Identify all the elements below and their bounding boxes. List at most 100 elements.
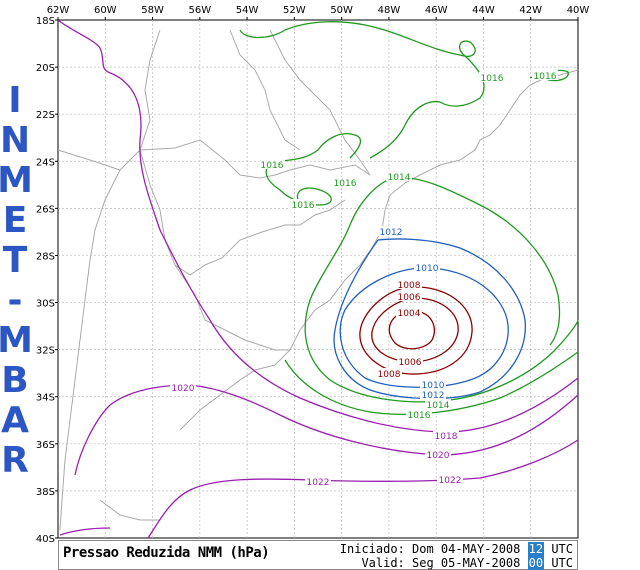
isobar-1004 bbox=[388, 311, 435, 350]
init-label: Iniciado: Dom 04-MAY-2008 bbox=[339, 542, 521, 556]
isobar-labels: 1004100610081008100610101010101210121014… bbox=[170, 70, 558, 488]
lat-tick-label: 32S bbox=[36, 346, 55, 357]
lon-tick-label: 42W bbox=[519, 5, 542, 16]
init-hour: 12 bbox=[527, 542, 545, 556]
lon-tick-label: 62W bbox=[47, 5, 70, 16]
isobar-label-bg bbox=[396, 291, 422, 301]
init-time: Iniciado: Dom 04-MAY-2008 12 UTC bbox=[340, 542, 573, 556]
isobar-label: 1014 bbox=[388, 173, 411, 183]
lon-tick-label: 46W bbox=[425, 5, 448, 16]
brand-letter: I bbox=[8, 80, 21, 121]
isobar-label: 1016 bbox=[481, 74, 504, 84]
isobar-label-bg bbox=[414, 262, 440, 272]
isobar-label: 1010 bbox=[422, 381, 445, 391]
isobar-1016-north bbox=[239, 21, 485, 159]
isobar-label-bg bbox=[406, 409, 432, 419]
isobar-label: 1016 bbox=[292, 201, 315, 211]
lat-tick-label: 24S bbox=[36, 157, 55, 168]
isobar-1010 bbox=[339, 267, 509, 388]
isobar-label-bg bbox=[170, 382, 196, 392]
longitude-ticks: 62W 60W 58W 56W 54W 52W 50W 48W 46W 44W 42W 40W bbox=[47, 5, 590, 20]
brand-letter: N bbox=[0, 120, 30, 161]
isobar-1022-west bbox=[59, 527, 111, 536]
isobar-1008 bbox=[359, 286, 473, 375]
isobar-label-bg bbox=[376, 368, 402, 378]
lon-tick-label: 56W bbox=[189, 5, 212, 16]
lon-tick-label: 60W bbox=[94, 5, 117, 16]
isobar-label: 1016 bbox=[534, 72, 557, 82]
lat-tick-label: 28S bbox=[36, 251, 55, 262]
isobar-label: 1016 bbox=[334, 179, 357, 189]
isobar-label-bg bbox=[420, 379, 446, 389]
isobar-1012 bbox=[333, 238, 526, 400]
isobar-label: 1016 bbox=[261, 161, 284, 171]
isobar-1014 bbox=[304, 177, 579, 403]
lat-tick-label: 22S bbox=[36, 110, 55, 121]
isobar-label-bg bbox=[479, 72, 505, 82]
isobar-1018 bbox=[57, 19, 579, 433]
valid-time: Valid: Seg 05-MAY-2008 00 UTC bbox=[361, 556, 573, 570]
isobar-label: 1022 bbox=[307, 478, 330, 488]
isobar-label: 1004 bbox=[398, 309, 421, 319]
lat-tick-label: 38S bbox=[36, 487, 55, 498]
isobar-label-bg bbox=[332, 177, 358, 187]
valid-hour: 00 bbox=[527, 556, 545, 570]
lon-tick-label: 58W bbox=[141, 5, 164, 16]
isobar-label: 1020 bbox=[172, 384, 195, 394]
isobar-label-bg bbox=[425, 399, 451, 409]
brand-letter: T bbox=[3, 240, 28, 281]
map-footer: Pressao Reduzida NMM (hPa) Iniciado: Dom… bbox=[58, 540, 578, 570]
lat-tick-label: 18S bbox=[36, 16, 55, 27]
isobar-1014-east bbox=[394, 176, 561, 346]
product-title: Pressao Reduzida NMM (hPa) bbox=[63, 545, 270, 561]
brand-letter: R bbox=[1, 440, 29, 480]
isobar-label-bg bbox=[532, 70, 558, 80]
isobar-label-bg bbox=[420, 389, 446, 399]
isobar-label-bg bbox=[396, 279, 422, 289]
map-frame bbox=[57, 19, 579, 539]
brand-letter: B bbox=[1, 360, 28, 401]
isobar-label-bg bbox=[305, 476, 331, 486]
isobar-label-bg bbox=[259, 159, 285, 169]
country-borders bbox=[57, 29, 579, 531]
lon-tick-label: 52W bbox=[283, 5, 306, 16]
latitude-ticks: 18S 20S 22S 24S 26S 28S 30S 32S 34S 36S 38S 40S bbox=[36, 16, 58, 545]
isobar-label-bg bbox=[397, 356, 423, 366]
isobar-label: 1008 bbox=[398, 281, 421, 291]
isobar-label-bg bbox=[290, 199, 316, 209]
brand-letter: M bbox=[0, 160, 30, 201]
lat-lon-grid bbox=[58, 20, 578, 538]
isobar-label: 1018 bbox=[435, 432, 458, 442]
lon-tick-label: 50W bbox=[330, 5, 353, 16]
lon-tick-label: 44W bbox=[472, 5, 495, 16]
lat-tick-label: 30S bbox=[36, 299, 55, 310]
isobar-label-bg bbox=[378, 226, 404, 236]
isobar-label: 1022 bbox=[439, 476, 462, 486]
isobar-label: 1020 bbox=[427, 451, 450, 461]
isobar-label: 1012 bbox=[380, 228, 403, 238]
isobar-label-bg bbox=[433, 430, 459, 440]
isobar-label: 1012 bbox=[422, 391, 445, 401]
brand-letter: E bbox=[3, 200, 28, 241]
isobar-label: 1014 bbox=[427, 401, 450, 411]
isobar-1020 bbox=[74, 384, 579, 476]
isobar-label-bg bbox=[425, 449, 451, 459]
isobar-1016-west bbox=[265, 133, 362, 206]
isobar-label-bg bbox=[437, 474, 463, 484]
lat-tick-label: 26S bbox=[36, 204, 55, 215]
isobar-label: 1008 bbox=[378, 370, 401, 380]
isobar-label: 1016 bbox=[408, 411, 431, 421]
brand-letter: - bbox=[8, 280, 23, 321]
lat-tick-label: 40S bbox=[36, 534, 55, 545]
isobar-label-bg bbox=[396, 307, 422, 317]
brand-letter: M bbox=[0, 320, 30, 361]
lat-tick-label: 20S bbox=[36, 63, 55, 74]
lon-tick-label: 54W bbox=[236, 5, 259, 16]
isobar-label: 1010 bbox=[416, 264, 439, 274]
brand-letter: A bbox=[1, 400, 29, 441]
lat-tick-label: 34S bbox=[36, 393, 55, 404]
lon-tick-label: 40W bbox=[567, 5, 590, 16]
valid-label: Valid: Seg 05-MAY-2008 bbox=[361, 556, 521, 570]
